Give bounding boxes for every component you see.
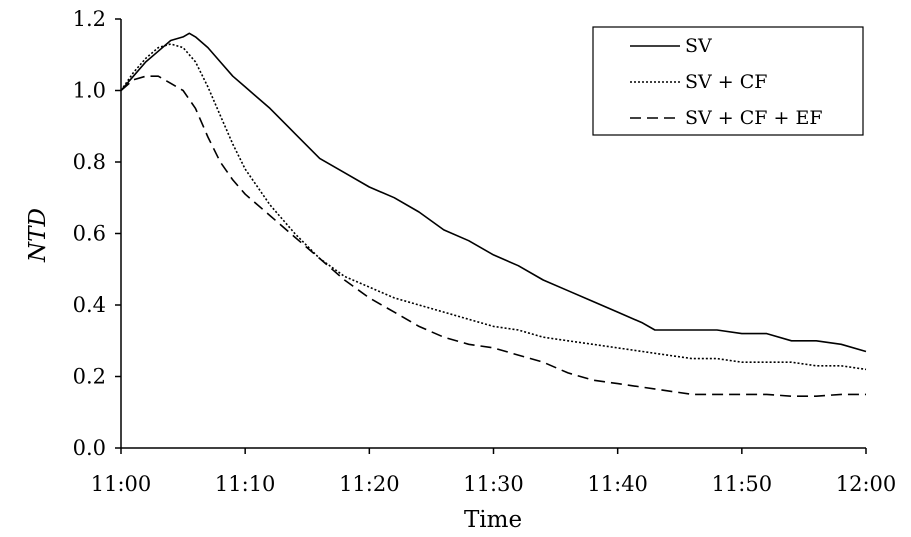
- x-tick-label: 11:20: [339, 472, 400, 496]
- y-tick-label: 1.2: [73, 7, 106, 31]
- x-tick-label: 11:30: [463, 472, 524, 496]
- y-tick-label: 0.0: [73, 436, 106, 460]
- series-line-sv: [120, 32, 867, 353]
- x-tick-label: 11:40: [587, 472, 648, 496]
- y-tick-label: 0.4: [73, 293, 106, 317]
- y-axis-title: NTD: [25, 208, 51, 263]
- y-tick-label: 0.2: [73, 365, 106, 389]
- y-tick-label: 0.8: [73, 150, 106, 174]
- legend: SV SV + CF SV + CF + EF: [592, 26, 864, 136]
- x-tick-label: 11:50: [712, 472, 773, 496]
- x-tick-label: 11:00: [91, 472, 152, 496]
- legend-box: [592, 26, 864, 136]
- x-axis-title: Time: [464, 507, 522, 533]
- series-line-sv-cf-ef: [120, 75, 866, 398]
- x-axis-ticks: 11:00 11:10 11:20 11:30 11:40 11:50 12:00: [91, 448, 897, 496]
- x-tick-label: 12:00: [836, 472, 897, 496]
- y-tick-label: 0.6: [73, 222, 106, 246]
- series-line-sv-cf: [120, 43, 867, 371]
- y-axis-ticks: 0.0 0.2 0.4 0.6 0.8 1.0 1.2: [73, 7, 121, 460]
- series-lines: [120, 32, 867, 398]
- y-tick-label: 1.0: [73, 79, 106, 103]
- x-tick-label: 11:10: [215, 472, 276, 496]
- legend-label-sv-cf: SV + CF: [685, 71, 767, 93]
- legend-label-sv: SV: [685, 35, 712, 57]
- legend-label-sv-cf-ef: SV + CF + EF: [685, 107, 823, 129]
